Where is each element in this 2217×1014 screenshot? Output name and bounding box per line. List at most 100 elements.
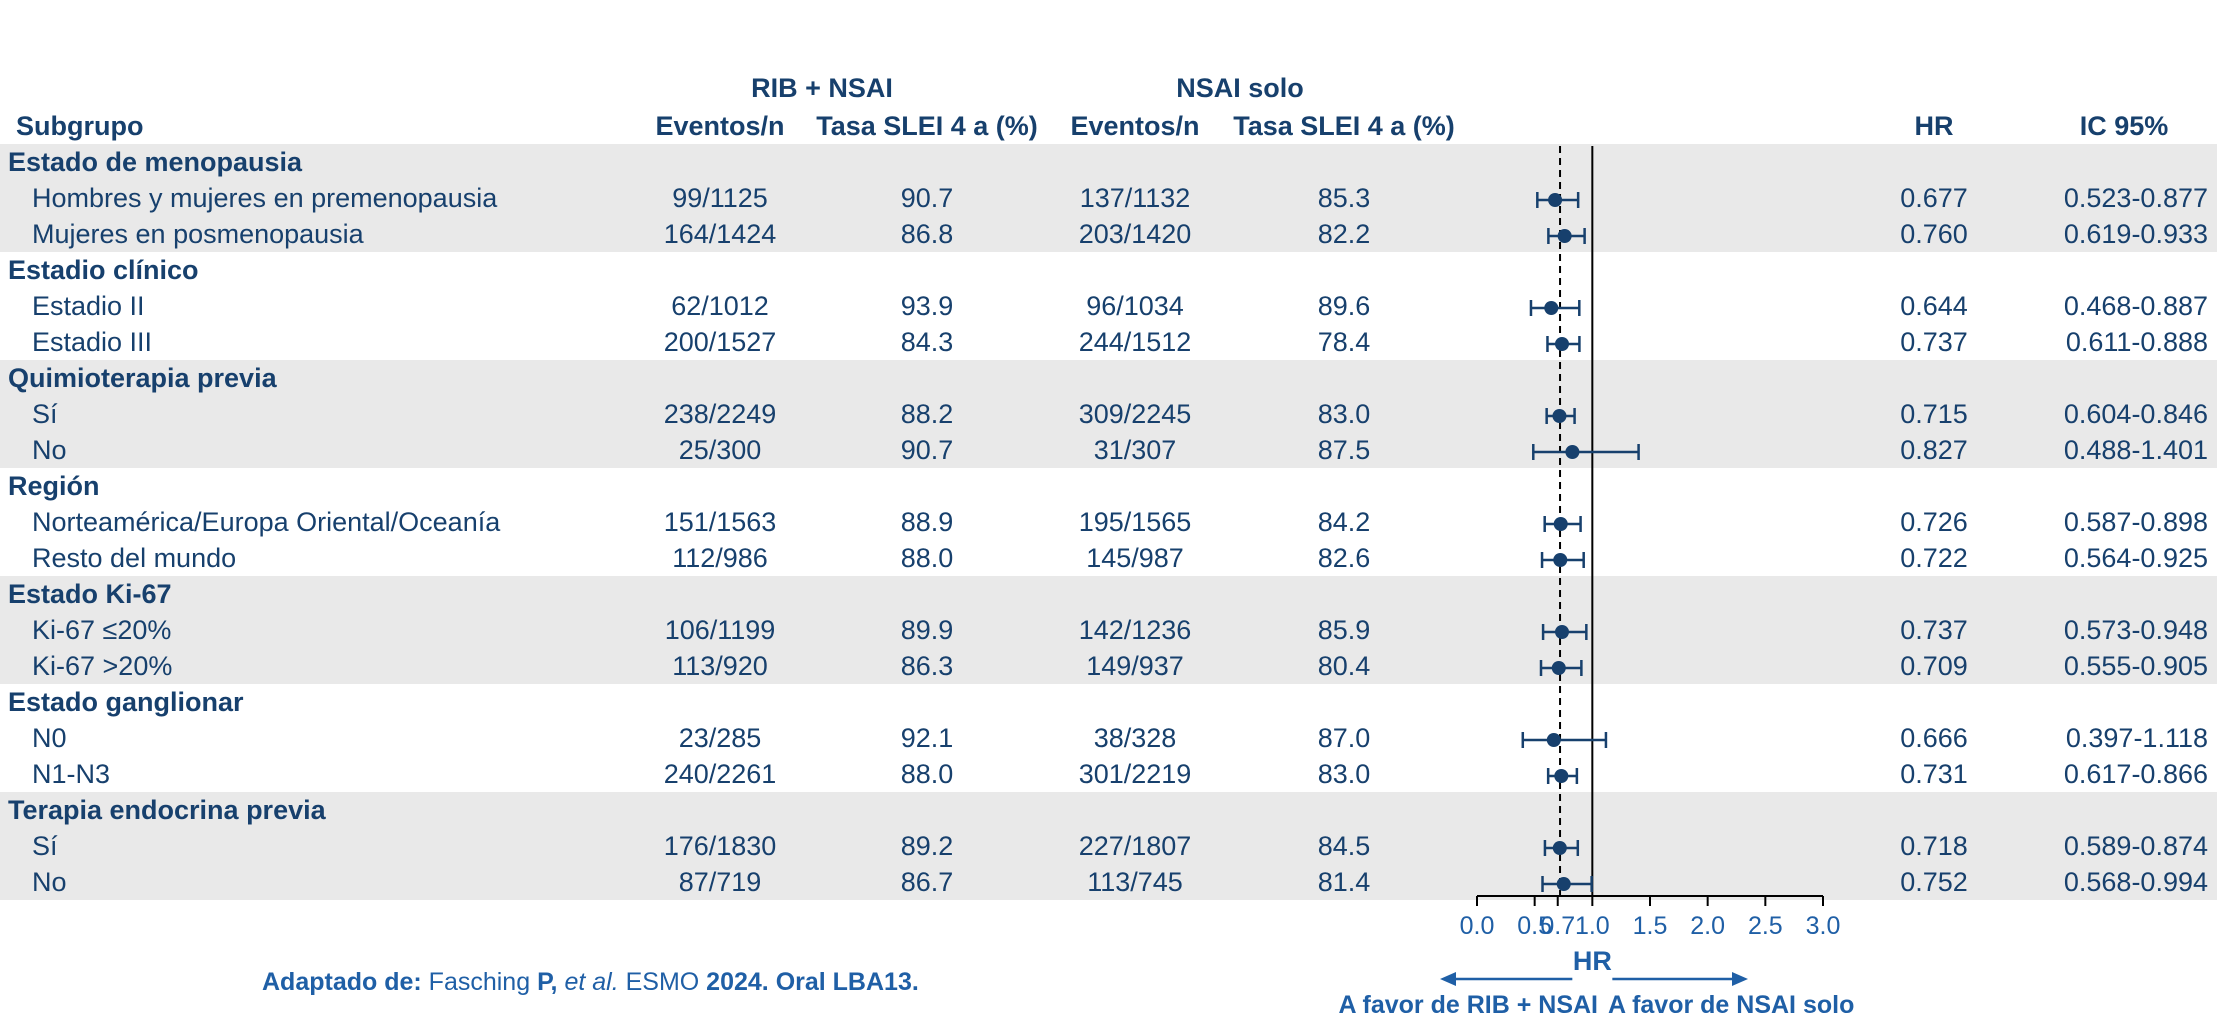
group-band (0, 360, 2217, 468)
cell-hr: 0.827 (1900, 435, 1968, 465)
group-label: Estado de menopausia (8, 147, 303, 177)
citation-author: Fasching (428, 968, 531, 996)
citation-year: 2024. (706, 968, 769, 996)
cell-events-nsai: 301/2219 (1078, 759, 1192, 789)
col-header-subgroup: Subgrupo (16, 111, 144, 141)
cell-events-nsai: 38/328 (1093, 723, 1177, 753)
cell-rate-rib: 89.2 (900, 831, 954, 861)
x-axis-label: HR (1573, 946, 1612, 976)
hr-point (1553, 517, 1568, 531)
row-label: Ki-67 >20% (32, 651, 173, 681)
cell-ci: 0.488-1.401 (2063, 435, 2208, 465)
cell-rate-rib: 88.0 (900, 759, 954, 789)
hr-point (1552, 841, 1567, 855)
cell-events-nsai: 244/1512 (1078, 327, 1192, 357)
cell-events-rib: 113/920 (672, 651, 768, 681)
cell-rate-nsai: 82.6 (1317, 543, 1371, 573)
x-tick-label: 2.5 (1748, 912, 1783, 940)
cell-events-rib: 112/986 (672, 543, 768, 573)
cell-hr: 0.752 (1900, 867, 1968, 897)
cell-ci: 0.523-0.877 (2063, 183, 2208, 213)
hr-point (1553, 553, 1568, 567)
x-tick-label: 1.0 (1575, 912, 1610, 940)
group-label: Estado ganglionar (8, 687, 244, 717)
cell-ci: 0.587-0.898 (2063, 507, 2208, 537)
cell-rate-nsai: 85.3 (1317, 183, 1371, 213)
cell-events-nsai: 113/745 (1087, 867, 1183, 897)
cell-ci: 0.397-1.118 (2065, 723, 2208, 753)
hr-point (1555, 625, 1570, 639)
cell-events-rib: 151/1563 (663, 507, 777, 537)
cell-events-nsai: 142/1236 (1078, 615, 1192, 645)
cell-ci: 0.573-0.948 (2063, 615, 2208, 645)
cell-events-rib: 240/2261 (663, 759, 777, 789)
row-label: N0 (32, 723, 67, 753)
cell-ci: 0.589-0.874 (2063, 831, 2208, 861)
cell-events-nsai: 203/1420 (1078, 219, 1192, 249)
col-header-rate-rib: Tasa SLEI 4 a (%) (816, 111, 1038, 141)
cell-hr: 0.666 (1900, 723, 1968, 753)
cell-events-rib: 106/1199 (664, 615, 776, 645)
cell-events-rib: 25/300 (678, 435, 762, 465)
hr-point (1552, 409, 1567, 423)
cell-rate-nsai: 87.0 (1317, 723, 1371, 753)
row-label: Sí (32, 399, 58, 429)
group-band (0, 576, 2217, 684)
group-header-nsai: NSAI solo (1176, 73, 1304, 103)
citation-initial: P, (537, 968, 558, 996)
hr-point (1551, 661, 1566, 675)
x-tick-label: 0.0 (1460, 912, 1495, 940)
cell-hr: 0.731 (1900, 759, 1968, 789)
cell-events-nsai: 96/1034 (1086, 291, 1184, 321)
group-label: Región (8, 471, 100, 501)
group-band (0, 144, 2217, 252)
cell-rate-rib: 89.9 (900, 615, 954, 645)
cell-events-rib: 99/1125 (672, 183, 768, 213)
x-tick-label: 1.5 (1633, 912, 1668, 940)
citation-prefix: Adaptado de: (262, 968, 422, 996)
cell-hr: 0.718 (1900, 831, 1968, 861)
cell-ci: 0.611-0.888 (2065, 327, 2208, 357)
cell-rate-nsai: 89.6 (1317, 291, 1371, 321)
cell-hr: 0.760 (1900, 219, 1968, 249)
row-label: No (32, 867, 67, 897)
arrow-right-head (1732, 972, 1748, 986)
cell-events-rib: 23/285 (678, 723, 762, 753)
cell-hr: 0.737 (1900, 615, 1968, 645)
row-label: Resto del mundo (32, 543, 237, 573)
cell-events-nsai: 31/307 (1093, 435, 1177, 465)
row-label: N1-N3 (32, 759, 111, 789)
cell-ci: 0.468-0.887 (2063, 291, 2208, 321)
favor-left-label: A favor de RIB + NSAI (1338, 991, 1598, 1014)
hr-point (1565, 445, 1580, 459)
cell-events-rib: 238/2249 (663, 399, 777, 429)
cell-events-nsai: 149/937 (1086, 651, 1184, 681)
cell-ci: 0.604-0.846 (2063, 399, 2208, 429)
favor-right-label: A favor de NSAI solo (1608, 991, 1854, 1014)
row-label: Sí (32, 831, 58, 861)
group-header-rib: RIB + NSAI (751, 73, 893, 103)
col-header-rate-nsai: Tasa SLEI 4 a (%) (1233, 111, 1455, 141)
cell-rate-rib: 86.3 (900, 651, 954, 681)
cell-hr: 0.677 (1900, 183, 1968, 213)
citation-venue: ESMO (625, 968, 700, 996)
x-tick-label: 3.0 (1806, 912, 1841, 940)
cell-events-nsai: 137/1132 (1079, 183, 1191, 213)
group-label: Quimioterapia previa (8, 363, 277, 393)
col-header-hr: HR (1914, 111, 1954, 141)
cell-ci: 0.568-0.994 (2063, 867, 2208, 897)
cell-rate-rib: 92.1 (900, 723, 954, 753)
cell-rate-nsai: 83.0 (1317, 759, 1371, 789)
cell-events-rib: 62/1012 (671, 291, 769, 321)
citation-oral: Oral LBA13 (775, 968, 912, 996)
cell-ci: 0.564-0.925 (2063, 543, 2208, 573)
row-label: Norteamérica/Europa Oriental/Oceanía (32, 507, 501, 537)
citation-end: . (911, 968, 919, 996)
cell-rate-rib: 86.8 (900, 219, 954, 249)
cell-rate-nsai: 78.4 (1317, 327, 1371, 357)
col-header-events-nsai: Eventos/n (1070, 111, 1200, 141)
cell-events-nsai: 227/1807 (1078, 831, 1192, 861)
hr-point (1554, 769, 1569, 783)
cell-events-rib: 164/1424 (663, 219, 777, 249)
cell-rate-nsai: 84.2 (1317, 507, 1371, 537)
